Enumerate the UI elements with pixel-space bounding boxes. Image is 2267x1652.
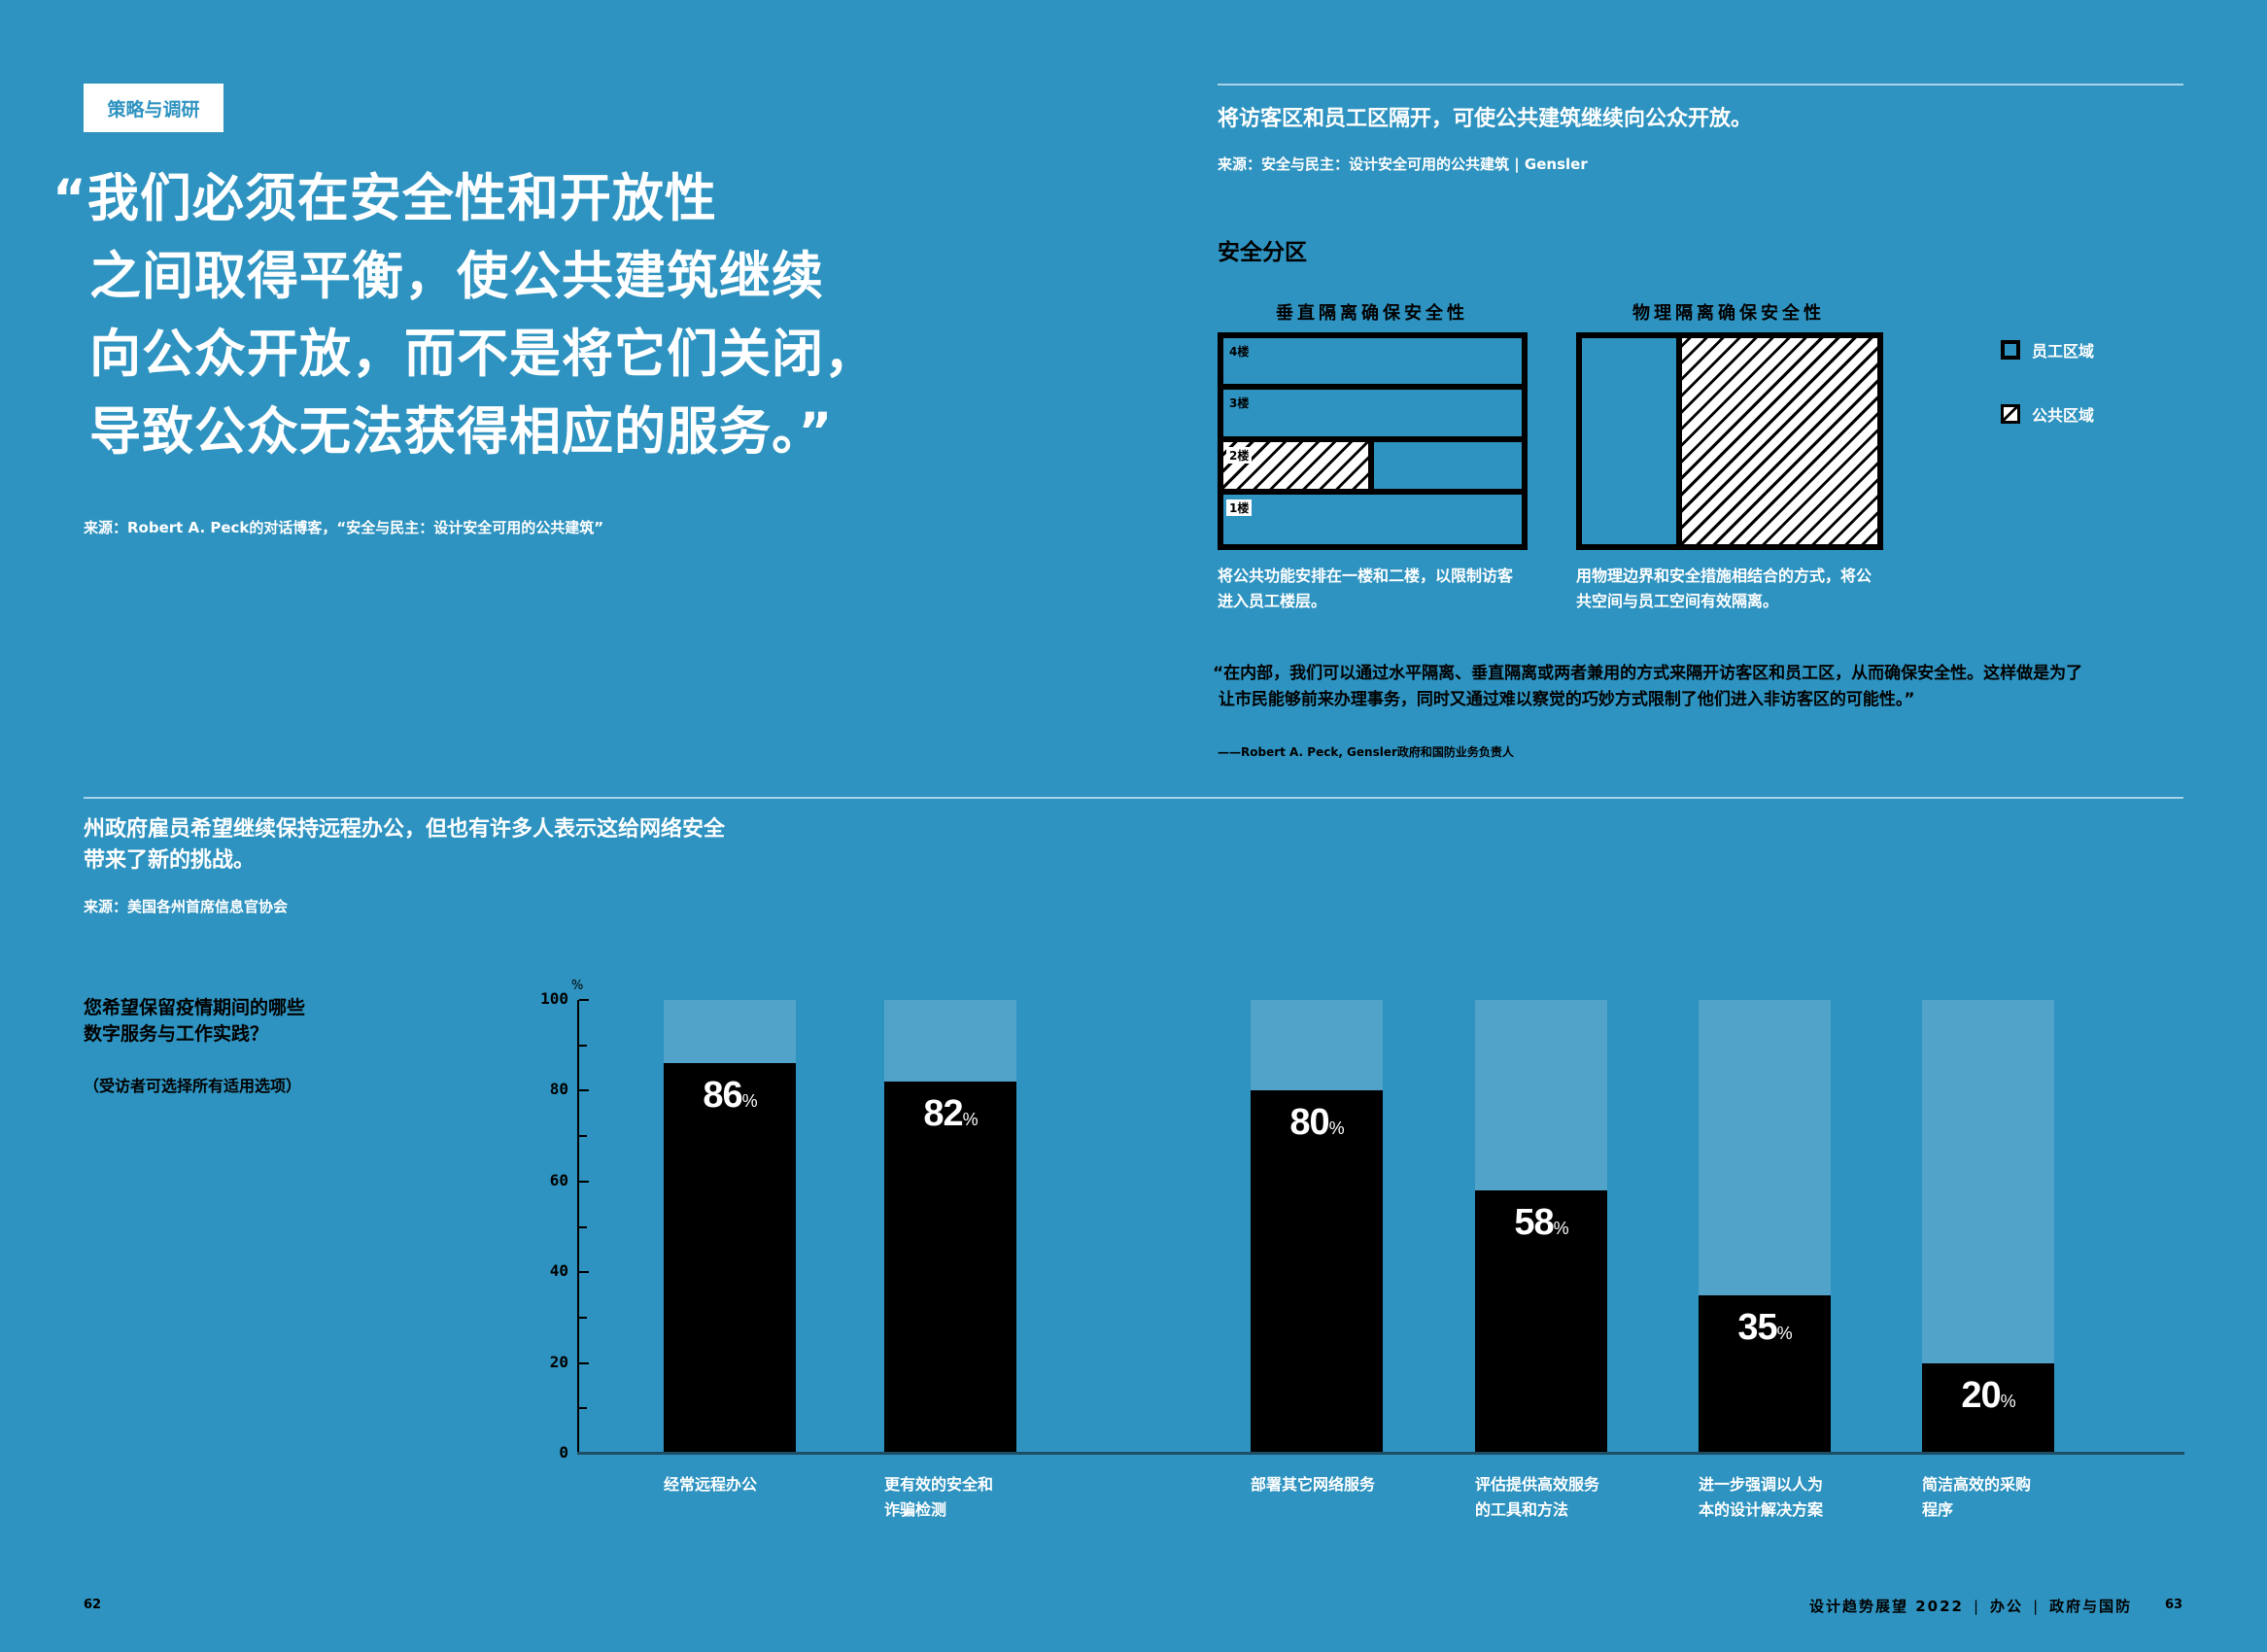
- y-tick: [579, 1271, 589, 1274]
- question-line: 您希望保留疫情期间的哪些: [84, 997, 306, 1018]
- y-minor-tick: [579, 1135, 587, 1138]
- y-tick: [579, 1361, 589, 1364]
- y-tick: [579, 1180, 589, 1183]
- bar-value-label: 86%: [703, 1075, 757, 1117]
- pull-quote-source: 来源：Robert A. Peck的对话博客，“安全与民主：设计安全可用的公共建…: [84, 519, 604, 536]
- caption-line: 用物理边界和安全措施相结合的方式，将公: [1576, 567, 1872, 585]
- vertical-diagram-caption: 将公共功能安排在一楼和二楼，以限制访客 进入员工楼层。: [1218, 564, 1538, 614]
- pull-quote-line: 之间取得平衡，使公共建筑继续: [89, 247, 824, 306]
- survey-source: 来源：美国各州首席信息官协会: [84, 898, 289, 915]
- y-tick-label: 20: [549, 1352, 568, 1371]
- caption-line: 共空间与员工空间有效隔离。: [1576, 592, 1779, 610]
- y-tick-label: 0: [559, 1443, 568, 1462]
- y-axis: [577, 1000, 579, 1455]
- chart-question: 您希望保留疫情期间的哪些 数字服务与工作实践？: [84, 995, 375, 1048]
- bar-value-label: 58%: [1514, 1202, 1568, 1244]
- pull-quote-line: “我们必须在安全性和开放性: [52, 169, 717, 228]
- footer-section: 办公: [1990, 1598, 2024, 1615]
- caption-line: 进入员工楼层。: [1218, 592, 1327, 610]
- staff-area: [1582, 338, 1676, 544]
- bar: [1699, 1294, 1831, 1454]
- physical-diagram-caption: 用物理边界和安全措施相结合的方式，将公 共空间与员工空间有效隔离。: [1576, 564, 1897, 614]
- pull-quote-line: 导致公众无法获得相应的服务。”: [89, 402, 834, 462]
- vertical-diagram-title: 垂直隔离确保安全性: [1276, 303, 1468, 324]
- category-label: 部署其它网络服务: [1251, 1475, 1376, 1494]
- y-tick-label: 60: [549, 1170, 568, 1189]
- legend-label: 员工区域: [2032, 342, 2095, 361]
- y-axis-unit: %: [571, 979, 584, 993]
- category-label: 评估提供高效服务 的工具和方法: [1475, 1475, 1600, 1519]
- bar-value-label: 80%: [1289, 1102, 1344, 1144]
- chart-question-note: （受访者可选择所有适用选项）: [84, 1077, 302, 1095]
- y-tick-label: 40: [549, 1261, 568, 1281]
- vertical-separation-diagram: 4楼 3楼 2楼 1楼: [1218, 332, 1528, 550]
- category-label: 简洁高效的采购 程序: [1922, 1475, 2032, 1519]
- publication-title: 设计趋势展望 2022: [1809, 1598, 1964, 1615]
- floor-label: 4楼: [1229, 345, 1250, 359]
- pull-quote: “我们必须在安全性和开放性 之间取得平衡，使公共建筑继续 向公众开放，而不是将它…: [52, 160, 927, 471]
- public-area-hatch: [1682, 338, 1877, 544]
- bar: [1475, 1190, 1607, 1454]
- bar-value-label: 20%: [1961, 1374, 2015, 1416]
- inner-quote-line: 让市民能够前来办理事务，同时又通过难以察觉的巧妙方式限制了他们进入非访客区的可能…: [1213, 690, 1915, 709]
- y-tick: [579, 999, 589, 1001]
- survey-title-line: 州政府雇员希望继续保持远程办公，但也有许多人表示这给网络安全: [84, 817, 726, 842]
- bar-value-label: 35%: [1737, 1306, 1792, 1348]
- category-label: 进一步强调以人为 本的设计解决方案: [1699, 1475, 1824, 1519]
- floor-label: 3楼: [1229, 396, 1250, 410]
- legend-item-staff: 员工区域: [2001, 338, 2094, 361]
- y-tick-label: 80: [549, 1080, 568, 1099]
- y-tick-label: 100: [540, 989, 568, 1008]
- survey-title-line: 带来了新的挑战。: [84, 848, 256, 873]
- survey-title: 州政府雇员希望继续保持远程办公，但也有许多人表示这给网络安全 带来了新的挑战。: [84, 814, 822, 877]
- floor-label: 2楼: [1226, 447, 1253, 464]
- page-number-right: 63: [2165, 1598, 2183, 1612]
- staff-area-icon: [2001, 340, 2020, 360]
- question-line: 数字服务与工作实践？: [84, 1023, 269, 1045]
- staff-area: [1374, 442, 1522, 489]
- inner-quote-line: “在内部，我们可以通过水平隔离、垂直隔离或两者兼用的方式来隔开访客区和员工区，从…: [1213, 664, 2083, 683]
- floor-2: 2楼: [1223, 442, 1522, 489]
- category-label: 更有效的安全和 诈骗检测: [884, 1475, 994, 1519]
- physical-diagram-title: 物理隔离确保安全性: [1632, 303, 1825, 324]
- zone-heading: 安全分区: [1218, 240, 1307, 265]
- category-label: 经常远程办公: [664, 1475, 758, 1494]
- caption-line: 将公共功能安排在一楼和二楼，以限制访客: [1218, 567, 1514, 585]
- section-title: 将访客区和员工区隔开，可使公共建筑继续向公众开放。: [1218, 107, 1753, 131]
- category-tag: 策略与调研: [84, 84, 223, 132]
- y-minor-tick: [579, 1225, 587, 1228]
- floor-3: 3楼: [1223, 390, 1522, 436]
- section-source: 来源：安全与民主：设计安全可用的公共建筑 | Gensler: [1218, 155, 1588, 173]
- y-tick: [579, 1089, 589, 1092]
- floor-1: 1楼: [1223, 495, 1522, 544]
- running-footer: 设计趋势展望 2022 | 办公 | 政府与国防: [1809, 1598, 2133, 1615]
- bar: [1251, 1090, 1383, 1454]
- pull-quote-line: 向公众开放，而不是将它们关闭，: [89, 325, 876, 384]
- legend-label: 公共区域: [2032, 406, 2095, 425]
- footer-subsection: 政府与国防: [2049, 1598, 2133, 1615]
- bar: [664, 1063, 796, 1454]
- inner-quote-attribution: ——Robert A. Peck, Gensler政府和国防业务负责人: [1218, 745, 1514, 759]
- floor-label: 1楼: [1226, 499, 1253, 516]
- divider-line: [1218, 84, 2183, 86]
- y-minor-tick: [579, 1044, 587, 1047]
- legend-item-public: 公共区域: [2001, 402, 2094, 426]
- public-area-hatch-icon: [2001, 404, 2020, 424]
- y-minor-tick: [579, 1316, 587, 1319]
- page-number-left: 62: [84, 1598, 102, 1612]
- legend: 员工区域 公共区域: [2001, 338, 2094, 426]
- divider-line: [84, 797, 2183, 799]
- physical-separation-diagram: [1576, 332, 1883, 550]
- bar: [1922, 1362, 2054, 1454]
- floor-4: 4楼: [1223, 338, 1522, 384]
- inner-quote: “在内部，我们可以通过水平隔离、垂直隔离或两者兼用的方式来隔开访客区和员工区，从…: [1213, 661, 2184, 713]
- x-axis: [577, 1452, 2184, 1455]
- bar: [884, 1082, 1016, 1454]
- bar-value-label: 82%: [923, 1093, 978, 1135]
- y-minor-tick: [579, 1407, 587, 1410]
